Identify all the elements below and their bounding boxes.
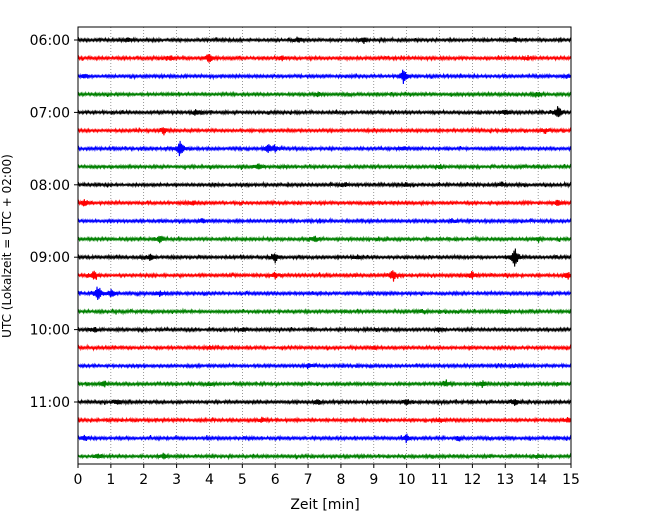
x-tick-label: 1 — [106, 472, 115, 488]
x-tick-label: 2 — [139, 472, 148, 488]
trace-line — [77, 106, 572, 118]
trace-line — [77, 69, 572, 85]
x-tick-label: 10 — [398, 472, 416, 488]
trace-line — [77, 416, 572, 424]
x-tick-label: 5 — [238, 472, 247, 488]
x-tick-label: 0 — [74, 472, 83, 488]
trace-line — [77, 452, 572, 461]
y-axis-ticks: 06:00 07:00 08:00 09:00 10:00 11:00 — [30, 33, 78, 411]
x-tick-label: 11 — [431, 472, 449, 488]
x-tick-label: 7 — [304, 472, 313, 488]
trace-line — [77, 361, 572, 370]
trace-line — [77, 126, 572, 136]
x-tick-label: 4 — [205, 472, 214, 488]
trace-line — [77, 325, 572, 334]
trace-line — [77, 307, 572, 316]
y-tick-label: 07:00 — [30, 105, 70, 121]
x-tick-label: 12 — [463, 472, 481, 488]
trace-line — [77, 379, 572, 388]
trace-line — [77, 286, 572, 301]
trace-layer — [77, 36, 572, 461]
x-tick-label: 14 — [529, 472, 547, 488]
trace-line — [77, 199, 572, 207]
y-tick-label: 09:00 — [30, 250, 70, 266]
x-axis-label: Zeit [min] — [290, 497, 359, 513]
trace-line — [77, 270, 572, 282]
x-tick-label: 15 — [562, 472, 580, 488]
trace-line — [77, 398, 572, 407]
trace-line — [77, 140, 572, 157]
y-tick-label: 10:00 — [30, 323, 70, 339]
x-tick-label: 3 — [172, 472, 181, 488]
y-axis-label: UTC (Lokalzeit = UTC + 02:00) — [0, 154, 14, 338]
x-tick-label: 9 — [369, 472, 378, 488]
y-tick-label: 11:00 — [30, 395, 70, 411]
trace-line — [77, 216, 572, 225]
x-tick-label: 6 — [271, 472, 280, 488]
y-tick-label: 08:00 — [30, 178, 70, 194]
trace-line — [77, 180, 572, 189]
trace-line — [77, 36, 572, 45]
trace-line — [77, 90, 572, 98]
trace-line — [77, 343, 572, 352]
trace-line — [77, 433, 572, 444]
vertical-grid — [110, 27, 539, 464]
x-tick-label: 8 — [336, 472, 345, 488]
x-axis-ticks: 0 1 2 3 4 5 6 7 8 9 10 11 12 13 14 15 — [74, 464, 580, 488]
x-tick-label: 13 — [496, 472, 514, 488]
trace-line — [77, 234, 572, 244]
trace-line — [77, 163, 572, 171]
y-tick-label: 06:00 — [30, 33, 70, 49]
trace-line — [77, 248, 572, 267]
plot-frame — [77, 26, 572, 465]
trace-line — [77, 53, 572, 63]
